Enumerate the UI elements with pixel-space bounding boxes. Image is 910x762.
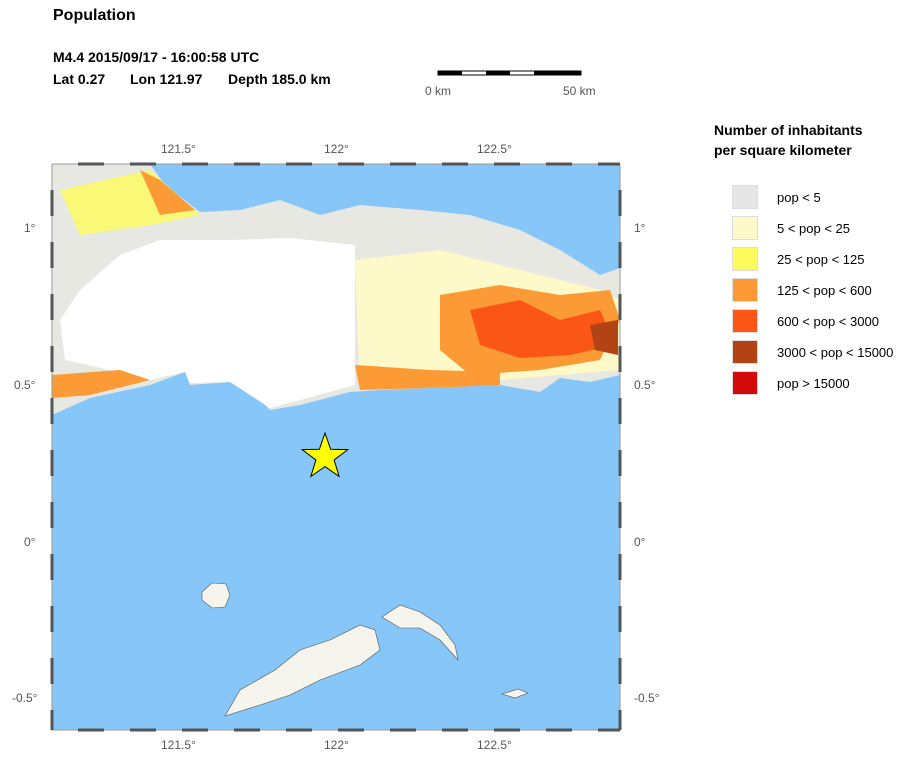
legend-label: pop < 5: [777, 189, 821, 205]
map-frame: [50, 162, 622, 732]
legend-title-line: Number of inhabitants: [714, 122, 863, 138]
legend-item: 25 < pop < 125: [732, 246, 864, 272]
lon-tick-top: 122°: [324, 142, 349, 156]
event-depth: Depth 185.0 km: [228, 71, 331, 87]
map-title: Population: [53, 7, 136, 24]
island: [201, 582, 231, 609]
legend-label: 25 < pop < 125: [777, 251, 865, 267]
legend-swatch: [732, 278, 758, 302]
island: [381, 604, 459, 662]
legend-label: 3000 < pop < 15000: [777, 344, 894, 360]
scale-bar: [437, 70, 582, 76]
island: [224, 624, 381, 717]
legend-label: 125 < pop < 600: [777, 282, 872, 298]
lat-tick-left: 0.5°: [14, 378, 36, 392]
legend-item: 600 < pop < 3000: [732, 308, 879, 334]
scale-start: 0 km: [425, 84, 452, 98]
lat-tick-left: 0°: [24, 535, 36, 549]
epicenter-star[interactable]: [300, 431, 350, 478]
density-patches: [52, 170, 620, 398]
lon-tick-bottom: 122°: [324, 738, 349, 752]
lat-tick-left: -0.5°: [12, 691, 38, 705]
legend-title-line: per square kilometer: [714, 142, 852, 158]
lat-tick-right: 1°: [634, 221, 646, 235]
lat-tick-right: 0.5°: [634, 378, 656, 392]
lat-tick-right: 0°: [634, 535, 646, 549]
island: [500, 688, 529, 699]
legend-swatch: [732, 340, 758, 364]
scale-end: 50 km: [563, 84, 596, 98]
legend-swatch: [732, 247, 758, 271]
legend-label: pop > 15000: [777, 375, 850, 391]
legend-item: 3000 < pop < 15000: [732, 339, 893, 365]
legend-label: 600 < pop < 3000: [777, 313, 879, 329]
legend-item: 125 < pop < 600: [732, 277, 872, 303]
legend-swatch: [732, 309, 758, 333]
no-data-area: [60, 238, 355, 408]
event-lat: Lat 0.27: [53, 71, 106, 87]
legend-swatch: [732, 216, 758, 240]
lon-tick-bottom: 122.5°: [477, 738, 512, 752]
legend-title: Number of inhabitants per square kilomete…: [714, 120, 863, 160]
event-info: M4.4 2015/09/17 - 16:00:58 UTC: [53, 49, 260, 65]
legend-item: 5 < pop < 25: [732, 215, 850, 241]
lat-tick-left: 1°: [24, 221, 36, 235]
lon-tick-bottom: 121.5°: [161, 738, 196, 752]
legend-item: pop > 15000: [732, 370, 850, 396]
legend-swatch: [732, 185, 758, 209]
event-lon: Lon 121.97: [130, 71, 203, 87]
lon-tick-top: 122.5°: [477, 142, 512, 156]
legend-swatch: [732, 371, 758, 395]
legend-item: pop < 5: [732, 184, 821, 210]
legend-label: 5 < pop < 25: [777, 220, 851, 236]
lat-tick-right: -0.5°: [634, 691, 660, 705]
lon-tick-top: 121.5°: [161, 142, 196, 156]
